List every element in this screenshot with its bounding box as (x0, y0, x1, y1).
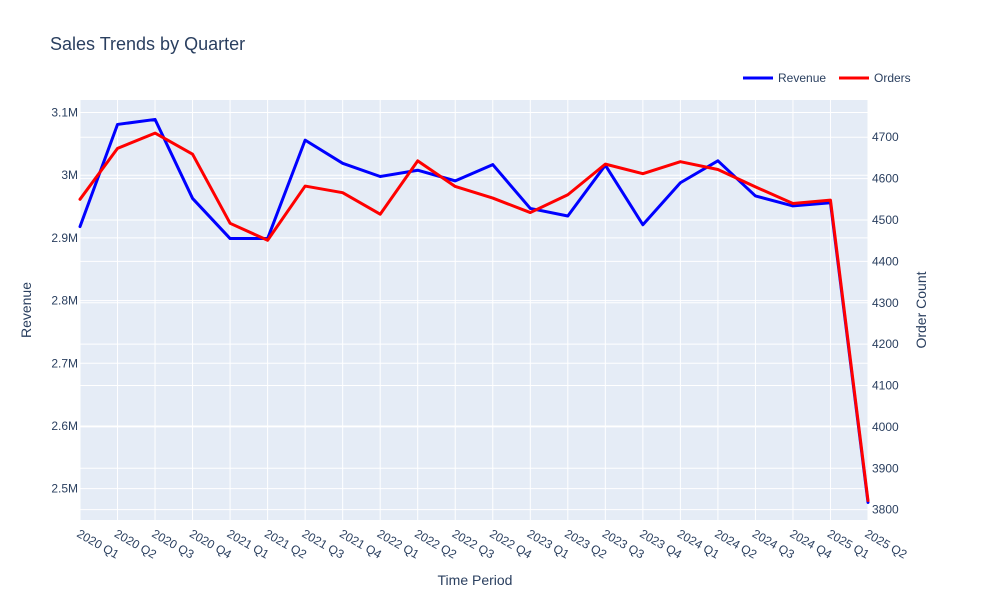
x-axis-title: Time Period (438, 572, 513, 588)
y2-axis-ticks: 3800 3900 4000 4100 4200 4300 4400 4500 4600 4700 (872, 130, 899, 516)
y-axis-ticks: 2.5M 2.6M 2.7M 2.8M 2.9M 3M 3.1M (51, 106, 78, 496)
y2-tick-label: 4100 (872, 379, 899, 393)
grid-lines (79, 100, 869, 520)
legend-label-revenue: Revenue (778, 71, 826, 85)
series-line-orders[interactable] (78, 131, 870, 503)
plot-area (80, 100, 868, 520)
legend-item-orders[interactable]: Orders (839, 71, 911, 85)
y2-tick-label: 4300 (872, 296, 899, 310)
y-axis-title: Revenue (18, 282, 34, 338)
legend[interactable]: Revenue Orders (743, 71, 911, 85)
y2-axis-title: Order Count (913, 271, 929, 348)
y-tick-label: 2.6M (51, 419, 78, 433)
y-tick-label: 2.8M (51, 294, 78, 308)
y2-tick-label: 4400 (872, 254, 899, 268)
chart-title: Sales Trends by Quarter (50, 34, 245, 54)
y2-tick-label: 4700 (872, 130, 899, 144)
y-tick-label: 2.9M (51, 231, 78, 245)
legend-item-revenue[interactable]: Revenue (743, 71, 826, 85)
y-tick-label: 3M (61, 168, 78, 182)
y2-tick-label: 4600 (872, 172, 899, 186)
y2-tick-label: 4000 (872, 420, 899, 434)
y2-tick-label: 3800 (872, 503, 899, 517)
y2-tick-label: 3900 (872, 461, 899, 475)
legend-label-orders: Orders (874, 71, 911, 85)
y2-tick-label: 4200 (872, 337, 899, 351)
y-tick-label: 3.1M (51, 106, 78, 120)
y-tick-label: 2.5M (51, 482, 78, 496)
series-lines (78, 117, 870, 504)
y-tick-label: 2.7M (51, 356, 78, 370)
y2-tick-label: 4500 (872, 213, 899, 227)
